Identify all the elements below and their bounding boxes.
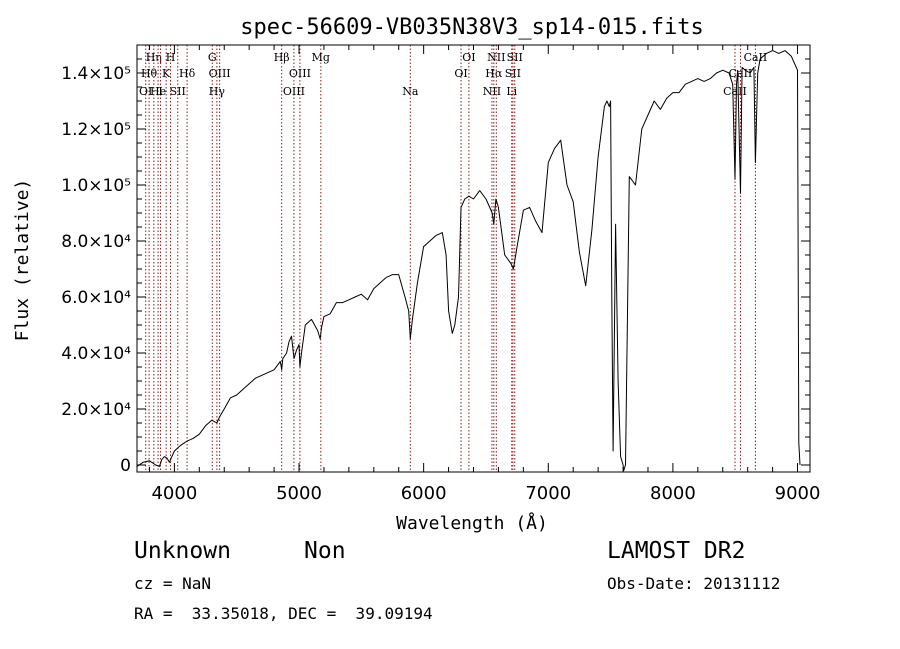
line-marker-label-18: OI	[462, 51, 475, 64]
line-marker-label-11: OIII	[209, 67, 231, 80]
chart-title: spec-56609-VB035N38V3_sp14-015.fits	[240, 15, 704, 40]
line-marker-label-22: Li	[506, 85, 517, 98]
y-tick-label: 8.0×10⁴	[61, 232, 131, 252]
y-tick-label: 4.0×10⁴	[61, 344, 131, 364]
spectrum-series	[136, 50, 801, 472]
line-marker-label-27: CaII	[744, 51, 768, 64]
plot-frame	[136, 44, 811, 473]
x-tick-label: 4000	[151, 483, 197, 504]
line-marker-label-19: NII	[483, 85, 501, 98]
line-marker-label-24: SII	[507, 51, 523, 64]
x-tick-label: 5000	[276, 483, 322, 504]
line-marker-label-7: SII	[170, 85, 186, 98]
y-tick-label: 6.0×10⁴	[61, 288, 131, 308]
x-axis-label: Wavelength (Å)	[396, 512, 548, 534]
coordinates: RA = 33.35018, DEC = 39.09194	[134, 604, 433, 623]
spectrum-chart: spec-56609-VB035N38V3_sp14-015.fits OIHθ…	[12, 15, 821, 534]
line-marker-label-12: Hβ	[274, 51, 290, 64]
line-marker-label-14: OIII	[289, 67, 311, 80]
line-marker-label-20: Hα	[485, 67, 503, 80]
x-tick-label: 6000	[401, 483, 447, 504]
survey-name: LAMOST DR2	[607, 538, 746, 564]
line-marker-label-4: I	[158, 85, 162, 98]
x-tick-label: 9000	[775, 483, 821, 504]
line-marker-label-9: G	[208, 51, 217, 64]
spectrum-line	[136, 50, 801, 472]
line-marker-label-23: SII	[505, 67, 521, 80]
y-tick-label: 1.4×10⁵	[61, 64, 131, 84]
y-tick-label: 1.0×10⁵	[61, 176, 131, 196]
line-marker-label-17: OI	[454, 67, 467, 80]
line-marker-label-21: NII	[487, 51, 505, 64]
axes: 4000 5000 6000 7000 8000 9000 0 2.0×10⁴ 4.0×10⁴ 6…	[61, 44, 821, 504]
line-marker-label-8: Hδ	[179, 67, 196, 80]
obs-date: Obs-Date: 20131112	[607, 574, 781, 593]
line-marker-label-25: CaII	[723, 85, 747, 98]
object-class: Unknown	[134, 538, 231, 564]
line-marker-label-15: Mg	[312, 51, 330, 64]
line-marker-label-16: Na	[402, 85, 419, 98]
y-axis-label: Flux (relative)	[12, 179, 33, 342]
line-marker-label-10: Hγ	[209, 85, 226, 98]
y-tick-label: 1.2×10⁵	[61, 120, 131, 140]
line-marker-label-26: CaII	[729, 67, 753, 80]
line-marker-label-6: H	[166, 51, 176, 64]
line-marker-label-13: OIII	[283, 85, 305, 98]
line-marker-label-3: He	[150, 85, 166, 98]
y-tick-label: 2.0×10⁴	[61, 400, 131, 420]
object-subclass: Non	[304, 538, 346, 564]
line-marker-label-2: Hη	[146, 51, 162, 64]
redshift-cz: cz = NaN	[134, 574, 212, 593]
y-tick-label: 0	[120, 456, 131, 476]
x-tick-label: 8000	[650, 483, 696, 504]
x-tick-label: 7000	[525, 483, 571, 504]
line-marker-label-5: K	[162, 67, 171, 80]
line-markers: OIHθHηHeIKHSIIHδGHγOIIIHβOIIIOIIIMgNaOIO…	[139, 45, 767, 472]
